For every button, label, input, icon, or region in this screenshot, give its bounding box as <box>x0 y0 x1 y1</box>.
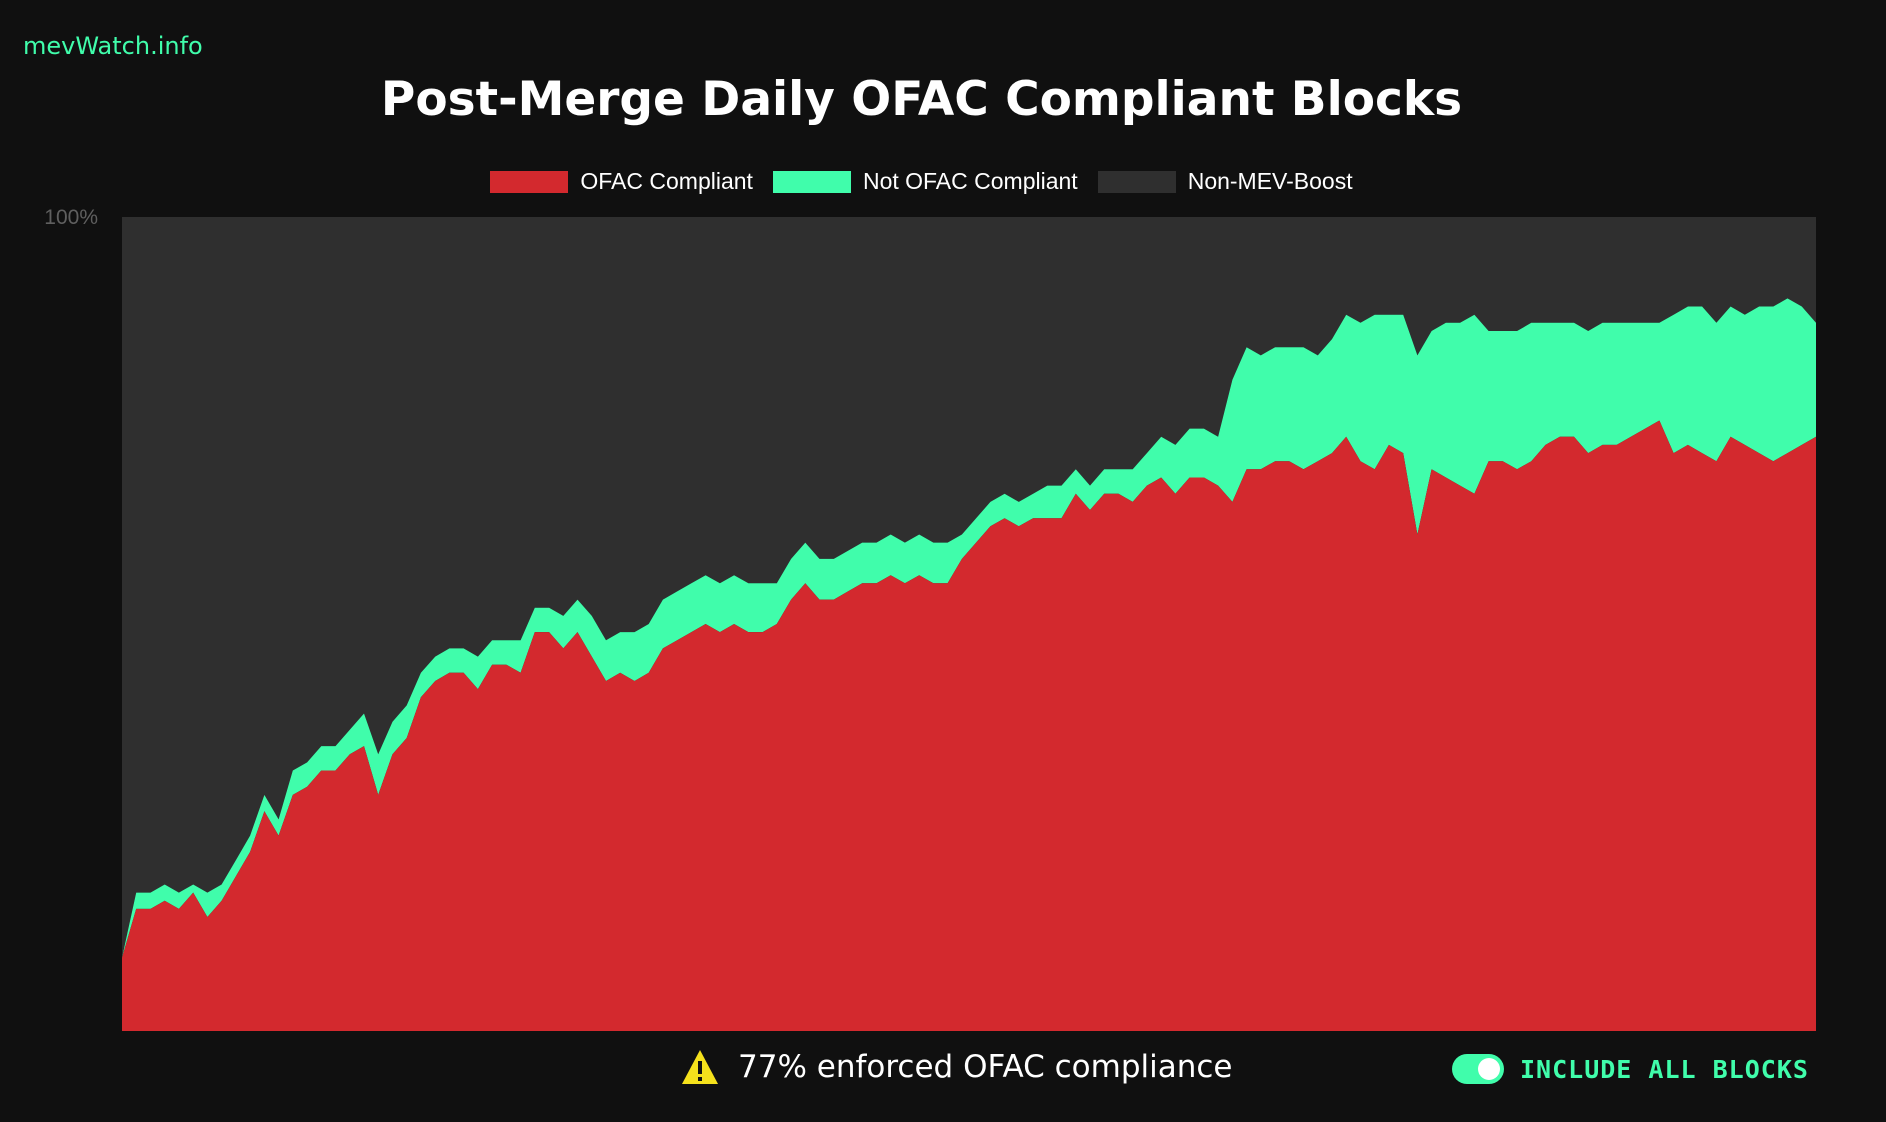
include-all-blocks-control[interactable]: INCLUDE ALL BLOCKS <box>1452 1054 1809 1084</box>
compliance-warning: 77% enforced OFAC compliance <box>680 1048 1233 1086</box>
legend-item-ofac[interactable]: OFAC Compliant <box>490 168 753 195</box>
include-all-blocks-toggle[interactable] <box>1452 1054 1504 1084</box>
legend-swatch-non-mev <box>1097 170 1176 193</box>
footer-bar: 77% enforced OFAC compliance INCLUDE ALL… <box>0 1048 1886 1092</box>
legend-label-not-ofac: Not OFAC Compliant <box>862 168 1078 194</box>
legend-item-not-ofac[interactable]: Not OFAC Compliant <box>772 168 1078 195</box>
legend-item-non-mev[interactable]: Non-MEV-Boost <box>1097 168 1353 195</box>
brand-logo[interactable]: mevWatch.info <box>23 32 203 60</box>
legend-swatch-not-ofac <box>772 170 851 193</box>
y-tick-label: 100% <box>44 206 98 229</box>
legend-label-non-mev: Non-MEV-Boost <box>1187 168 1353 194</box>
legend-label-ofac: OFAC Compliant <box>580 168 753 194</box>
stacked-area-chart: 100% <box>44 206 1816 1031</box>
chart-legend: OFAC Compliant Not OFAC Compliant Non-ME… <box>0 168 1843 195</box>
series-area-non-mev-boost[interactable] <box>122 217 1816 958</box>
toggle-knob <box>1478 1058 1500 1080</box>
chart-areas <box>122 217 1816 1031</box>
series-area-not-ofac-compliant[interactable] <box>122 298 1816 958</box>
warning-icon <box>682 1050 718 1084</box>
series-area-ofac-compliant[interactable] <box>122 420 1816 1032</box>
warning-text: 77% enforced OFAC compliance <box>738 1049 1233 1085</box>
chart-title: Post-Merge Daily OFAC Compliant Blocks <box>380 72 1463 127</box>
toggle-label[interactable]: INCLUDE ALL BLOCKS <box>1520 1054 1809 1084</box>
legend-swatch-ofac <box>490 170 569 193</box>
